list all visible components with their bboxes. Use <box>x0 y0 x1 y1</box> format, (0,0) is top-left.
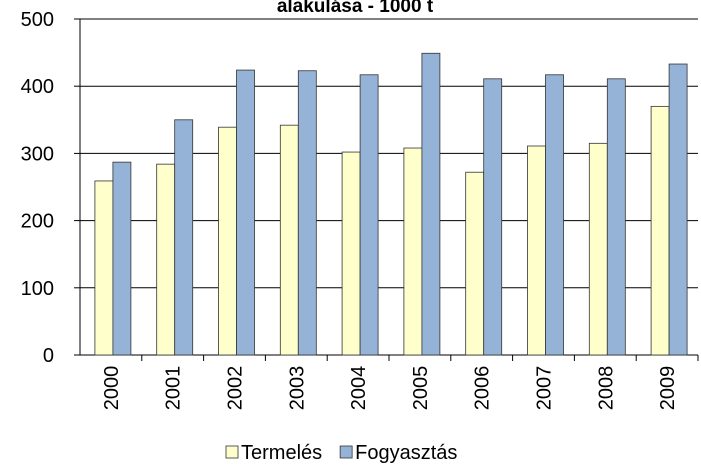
x-tick-label: 2007 <box>534 366 556 411</box>
legend-swatch <box>339 445 353 459</box>
bar <box>668 63 688 356</box>
x-tick-label: 2008 <box>595 366 617 411</box>
bar <box>527 145 546 356</box>
bar <box>112 161 132 356</box>
bar <box>483 78 503 356</box>
bar <box>94 180 114 356</box>
x-tick-label: 2002 <box>225 366 247 411</box>
y-tick-label: 100 <box>21 278 54 300</box>
bar <box>236 69 255 356</box>
x-tick-label: 2009 <box>657 366 679 411</box>
bar <box>465 171 485 356</box>
y-tick-label: 200 <box>21 211 54 233</box>
y-tick-label: 0 <box>43 345 54 367</box>
x-tick-label: 2004 <box>348 366 370 411</box>
bar <box>297 70 317 356</box>
y-tick-label: 500 <box>21 9 54 31</box>
bar <box>421 52 441 356</box>
chart-title: alakulása - 1000 t <box>277 0 434 17</box>
bar <box>606 78 626 356</box>
bar <box>279 124 299 356</box>
x-tick-label: 2003 <box>286 366 308 411</box>
y-tick-label: 400 <box>21 76 54 98</box>
bar <box>403 147 423 356</box>
bar <box>588 142 608 356</box>
bar <box>218 126 237 356</box>
x-tick-label: 2006 <box>472 366 494 411</box>
bar <box>341 151 361 356</box>
x-tick-label: 2001 <box>163 366 185 411</box>
bar <box>650 105 670 356</box>
legend-label: Fogyasztás <box>355 442 457 464</box>
y-tick-label: 300 <box>21 143 54 165</box>
bar <box>156 163 176 356</box>
legend-swatch <box>225 445 239 459</box>
x-tick-label: 2005 <box>410 366 432 411</box>
bar <box>359 74 379 356</box>
x-tick-label: 2000 <box>101 366 123 411</box>
bar <box>545 74 564 356</box>
bar <box>174 119 194 356</box>
legend-label: Termelés <box>241 442 322 464</box>
